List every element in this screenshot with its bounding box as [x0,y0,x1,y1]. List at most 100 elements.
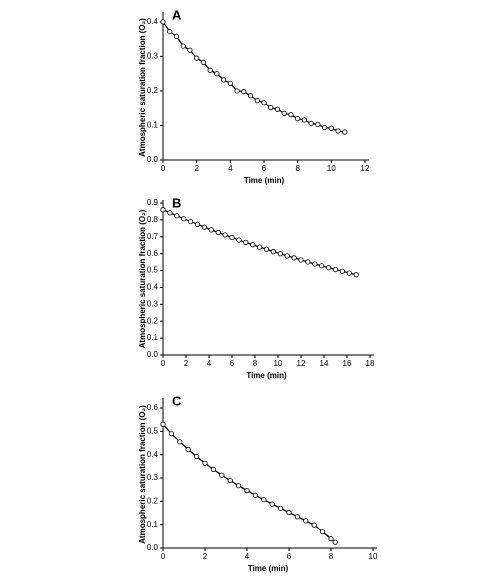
x-tick-label: 8 [329,552,334,561]
y-tick-label: 0.1 [147,520,159,529]
y-tick-label: 0.1 [147,121,159,130]
data-point [201,224,207,230]
data-point [263,246,270,252]
y-tick-label: 0.3 [147,473,159,482]
data-point [261,100,267,106]
x-tick-label: 16 [343,359,352,368]
data-point [241,89,247,95]
data-point [315,121,321,128]
data-point [200,59,206,65]
data-point [335,128,341,134]
data-point [339,268,345,274]
data-point [342,129,348,135]
data-point [284,253,290,259]
data-point [160,207,166,213]
data-point [353,272,359,278]
data-point [222,232,228,238]
y-tick-label: 0.3 [147,299,159,308]
x-tick-label: 0 [161,164,166,173]
data-point [214,71,220,77]
y-tick-label: 0.3 [147,52,159,61]
data-point [194,55,200,61]
y-tick-label: 0.5 [147,266,159,275]
data-point [274,106,281,112]
data-point [236,483,242,489]
data-point [160,421,166,427]
data-point [227,477,233,484]
x-tick-label: 6 [287,552,292,561]
data-point [185,446,191,453]
x-tick-label: 0 [161,359,166,368]
data-point [194,453,200,460]
data-point [219,472,225,478]
data-point [221,77,227,83]
y-tick-label: 0.0 [147,155,159,164]
x-tick-label: 2 [194,164,199,173]
data-point [215,229,221,235]
data-point [168,431,174,437]
data-point [319,263,325,269]
data-point [234,88,240,94]
data-point [227,80,233,86]
data-point [244,487,250,494]
data-point [256,244,263,250]
x-tick-label: 12 [361,164,370,173]
data-point [174,213,180,219]
x-tick-label: 2 [203,552,208,561]
x-tick-label: 10 [369,552,378,561]
data-point [319,529,326,535]
x-tick-label: 6 [230,359,235,368]
data-point [328,125,334,131]
data-point [188,218,194,225]
y-tick-label: 0.4 [147,450,159,459]
data-point [277,251,283,257]
data-point [160,19,166,25]
data-point [254,98,260,104]
data-point [167,28,173,35]
y-tick-label: 0.0 [147,543,159,552]
data-point [261,497,267,503]
data-point [332,266,339,273]
data-point [311,522,317,528]
data-point [332,539,338,545]
x-tick-label: 14 [320,359,329,368]
x-tick-label: 4 [245,552,250,561]
data-point [250,242,256,248]
data-point [308,120,314,127]
data-point [298,257,304,263]
data-point [210,466,216,472]
data-point [303,518,309,524]
y-tick-label: 0.7 [147,232,159,241]
x-tick-label: 6 [262,164,267,173]
y-axis-label: Atmospheric saturation fraction (O₂) [138,405,147,544]
data-point [286,509,292,516]
data-point [294,514,300,520]
data-point [277,505,284,511]
y-tick-label: 0.4 [147,17,159,26]
data-point [281,110,287,116]
data-point [173,33,180,40]
x-tick-label: 4 [207,359,212,368]
data-point [321,124,328,131]
y-tick-label: 0.5 [147,426,159,435]
data-point [247,93,254,99]
data-point [270,249,276,255]
x-tick-label: 2 [184,359,189,368]
y-tick-label: 0.2 [147,316,159,325]
data-point [167,210,173,216]
y-tick-label: 0.2 [147,86,159,95]
data-point [328,536,334,542]
data-point [305,259,311,265]
y-tick-label: 0.6 [147,403,159,412]
data-point [187,47,193,53]
data-point [181,216,187,222]
x-tick-label: 0 [161,552,166,561]
data-point [202,460,208,466]
panel-label: A [172,7,182,22]
data-point [243,239,249,245]
data-point [325,265,332,271]
panel-label: B [172,195,181,210]
data-point [312,261,318,267]
data-point [208,227,214,233]
